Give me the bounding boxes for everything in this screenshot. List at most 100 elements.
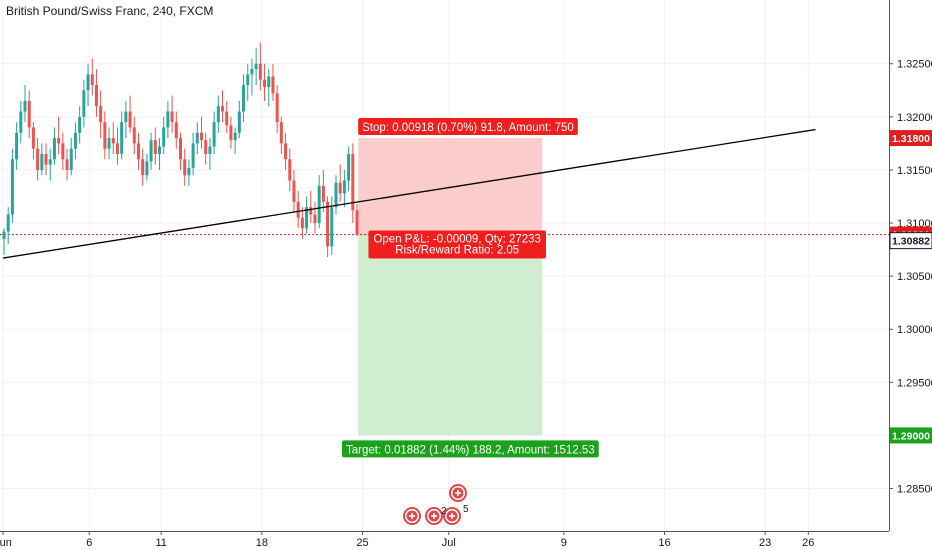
candle-body: [6, 214, 10, 232]
stop-label-text: Stop: 0.00918 (0.70%) 91.8, Amount: 750: [362, 122, 574, 134]
candle-body: [237, 111, 241, 133]
pnl-label: Open P&L: -0.00009, Qty: 27233 Risk/Rewa…: [368, 230, 546, 259]
target-label-text: Target: 0.01882 (1.44%) 188.2, Amount: 1…: [346, 444, 595, 456]
time-tick-label: 18: [256, 537, 268, 549]
candle-body: [212, 122, 216, 147]
candle-body: [242, 84, 246, 112]
candle-body: [347, 153, 351, 181]
candle-body: [229, 125, 233, 141]
candle-body: [78, 116, 82, 133]
candle-body: [351, 153, 355, 211]
price-badge-label: 1.29000: [892, 430, 930, 442]
candle-body: [65, 159, 69, 170]
candle-body: [321, 185, 325, 202]
candle-body: [69, 148, 73, 170]
candle-body: [136, 143, 140, 160]
candle-body: [57, 138, 61, 144]
candle-body: [309, 207, 313, 215]
candle-body: [267, 76, 271, 88]
candle-body: [330, 207, 334, 247]
candle-body: [271, 76, 275, 94]
candle-body: [254, 63, 258, 70]
candle-body: [216, 106, 220, 123]
candle-body: [157, 146, 161, 154]
candle-body: [120, 122, 124, 154]
candle-body: [174, 122, 178, 139]
candle-body: [162, 127, 166, 147]
time-tick-label: 23: [759, 537, 771, 549]
candle-body: [221, 106, 225, 112]
candle-body: [111, 138, 115, 144]
candle-body: [275, 93, 279, 123]
price-tick-label: 1.31500: [897, 165, 932, 177]
time-tick-label: Jun: [0, 537, 12, 549]
price-axis[interactable]: 1.325001.320001.315001.310001.305001.300…: [889, 0, 932, 531]
candle-body: [141, 159, 145, 176]
candle-body: [296, 201, 300, 218]
short-position-tool[interactable]: [358, 138, 543, 436]
candle-body: [145, 161, 149, 176]
target-reward-zone[interactable]: [358, 235, 543, 436]
price-tick-label: 1.30500: [897, 271, 932, 283]
candle-body: [90, 74, 94, 85]
time-tick-label: 11: [155, 537, 166, 549]
time-tick-label: 6: [86, 537, 92, 549]
candle-body: [279, 122, 283, 144]
candle-body: [179, 138, 182, 160]
candle-body: [338, 182, 342, 194]
event-flag-icon: [443, 507, 461, 525]
candle-body: [27, 100, 31, 128]
candle-body: [19, 111, 23, 133]
candle-body: [107, 138, 111, 149]
price-tick-label: 1.32500: [897, 59, 932, 71]
candle-body: [124, 111, 128, 123]
price-badge: [890, 130, 932, 147]
candle-body: [187, 167, 191, 176]
candle-body: [103, 122, 107, 149]
price-badge: [889, 232, 932, 250]
event-flag-icon: [425, 507, 443, 525]
trendline[interactable]: [2, 128, 816, 259]
candle-body: [2, 231, 6, 239]
candle-body: [94, 84, 98, 107]
price-badge-label: 1.31800: [892, 133, 930, 145]
candle-body: [44, 153, 48, 165]
stop-label-box: [358, 118, 578, 136]
price-tick-label: 1.28500: [897, 484, 932, 496]
candle-body: [300, 217, 304, 229]
candle-body: [233, 132, 237, 141]
candle-body: [40, 153, 44, 170]
price-badge-label: 1.30882: [892, 236, 930, 248]
candle-body: [115, 143, 119, 154]
candle-body: [132, 127, 136, 144]
event-flag-icon: [449, 484, 467, 502]
time-tick-label: 9: [561, 537, 567, 549]
event-count: 2: [441, 506, 447, 517]
candle-body: [149, 140, 153, 162]
time-axis[interactable]: Jun 6 11 18 25 Jul 9 16 23 26: [0, 531, 889, 549]
candle-body: [183, 159, 187, 176]
pnl-label-box: [368, 230, 546, 259]
candle-body: [166, 111, 170, 128]
event-flag-icon: [403, 507, 421, 525]
price-badge: [890, 427, 932, 444]
candle-body: [288, 159, 292, 181]
pnl-label-text: Open P&L: -0.00009, Qty: 27233: [373, 234, 541, 246]
candle-body: [355, 210, 359, 235]
candles: [2, 42, 359, 258]
candle-body: [258, 63, 262, 80]
candle-body: [195, 132, 199, 144]
candle-body: [225, 111, 229, 126]
candle-body: [246, 74, 250, 85]
candle-body: [23, 100, 27, 112]
candle-body: [36, 148, 40, 170]
candle-body: [317, 185, 321, 224]
candle-body: [305, 207, 309, 229]
candle-body: [200, 132, 204, 141]
target-label-box: [342, 440, 599, 458]
candle-body: [52, 138, 56, 160]
candle-body: [204, 140, 208, 154]
